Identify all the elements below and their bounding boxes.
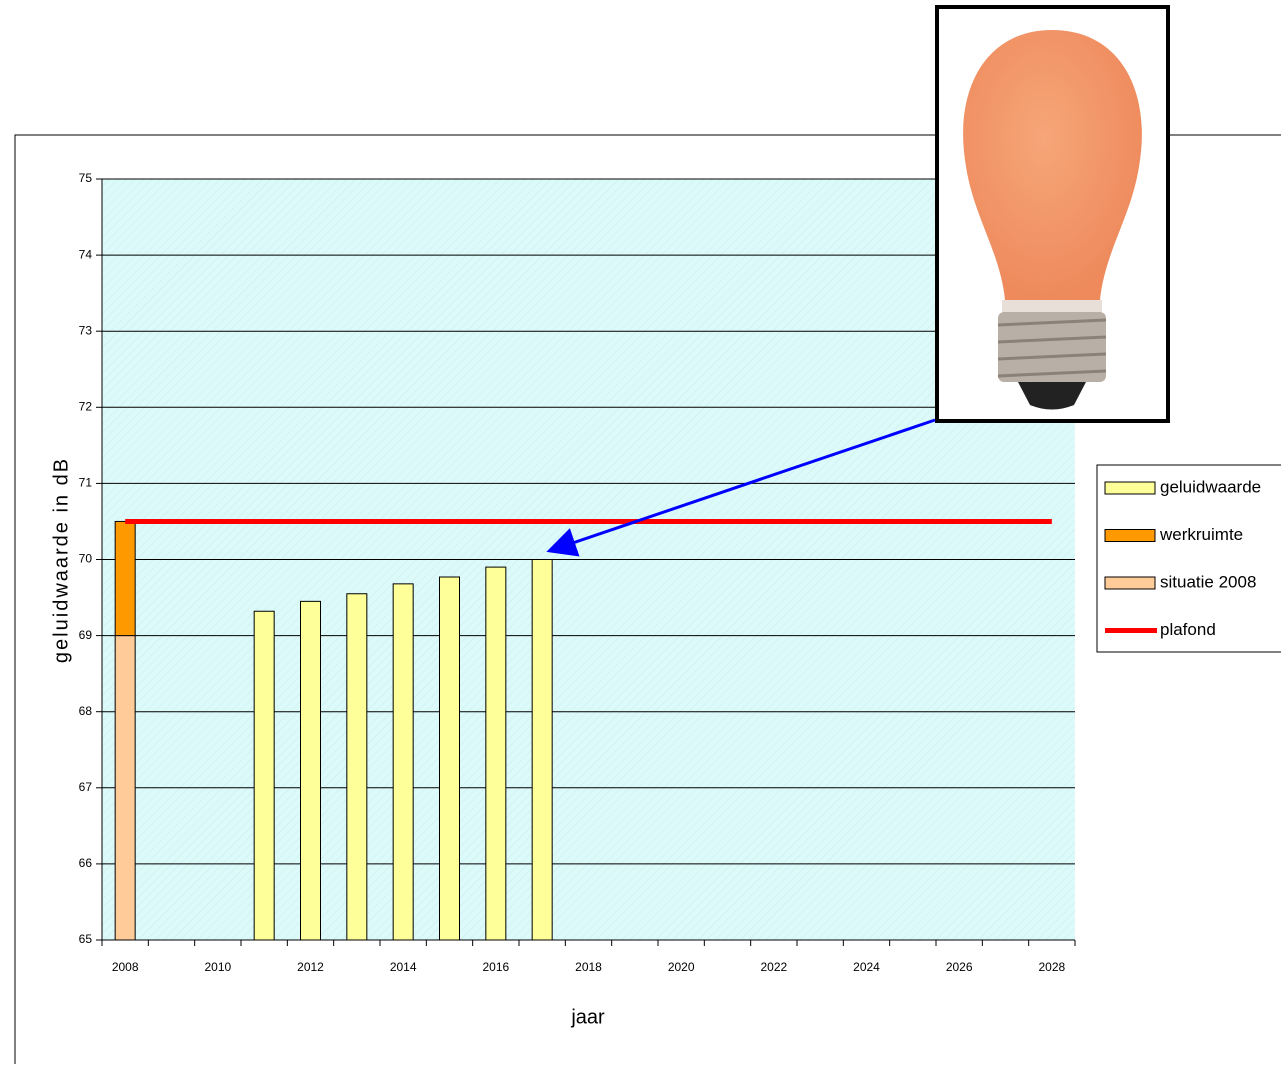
- bar: [115, 636, 135, 940]
- x-tick-label: 2024: [853, 960, 880, 974]
- x-tick-label: 2022: [760, 960, 787, 974]
- y-tick-label: 66: [79, 856, 93, 870]
- legend-swatch: [1105, 530, 1155, 542]
- x-tick-label: 2026: [946, 960, 973, 974]
- bar: [393, 584, 413, 940]
- x-tick-label: 2008: [112, 960, 139, 974]
- legend-label: werkruimte: [1159, 525, 1243, 544]
- x-tick-label: 2012: [297, 960, 324, 974]
- y-tick-label: 71: [79, 476, 93, 490]
- y-tick-label: 73: [79, 323, 93, 337]
- bar: [440, 577, 460, 940]
- bar: [115, 521, 135, 635]
- x-tick-label: 2028: [1038, 960, 1065, 974]
- bulb-image: [937, 7, 1168, 421]
- bar: [254, 611, 274, 940]
- y-tick-label: 69: [79, 628, 93, 642]
- x-tick-label: 2020: [668, 960, 695, 974]
- legend-swatch: [1105, 482, 1155, 494]
- x-tick-label: 2010: [204, 960, 231, 974]
- bar: [301, 601, 321, 940]
- x-tick-label: 2014: [390, 960, 417, 974]
- y-tick-label: 68: [79, 704, 93, 718]
- y-tick-label: 74: [79, 247, 93, 261]
- x-axis-title: jaar: [570, 1006, 605, 1028]
- y-axis-title: geluidwaarde in dB: [50, 457, 72, 663]
- bar: [532, 560, 552, 941]
- legend-swatch: [1105, 577, 1155, 589]
- x-tick-label: 2016: [482, 960, 509, 974]
- y-tick-label: 67: [79, 780, 93, 794]
- legend-label: situatie 2008: [1160, 572, 1256, 591]
- x-tick-label: 2018: [575, 960, 602, 974]
- legend-label: plafond: [1160, 620, 1216, 639]
- chart: 65 66 67 68 69 70 71 72 73 74 75 2008 2010 2012 2014 20…: [0, 0, 1281, 1064]
- bar: [486, 567, 506, 940]
- y-tick-label: 65: [79, 932, 93, 946]
- y-tick-label: 72: [79, 399, 93, 413]
- y-tick-label: 75: [79, 171, 93, 185]
- page: 65 66 67 68 69 70 71 72 73 74 75 2008 2010 2012 2014 20…: [0, 0, 1281, 1064]
- bar: [347, 594, 367, 940]
- legend-label: geluidwaarde: [1160, 477, 1261, 496]
- y-tick-label: 70: [79, 552, 93, 566]
